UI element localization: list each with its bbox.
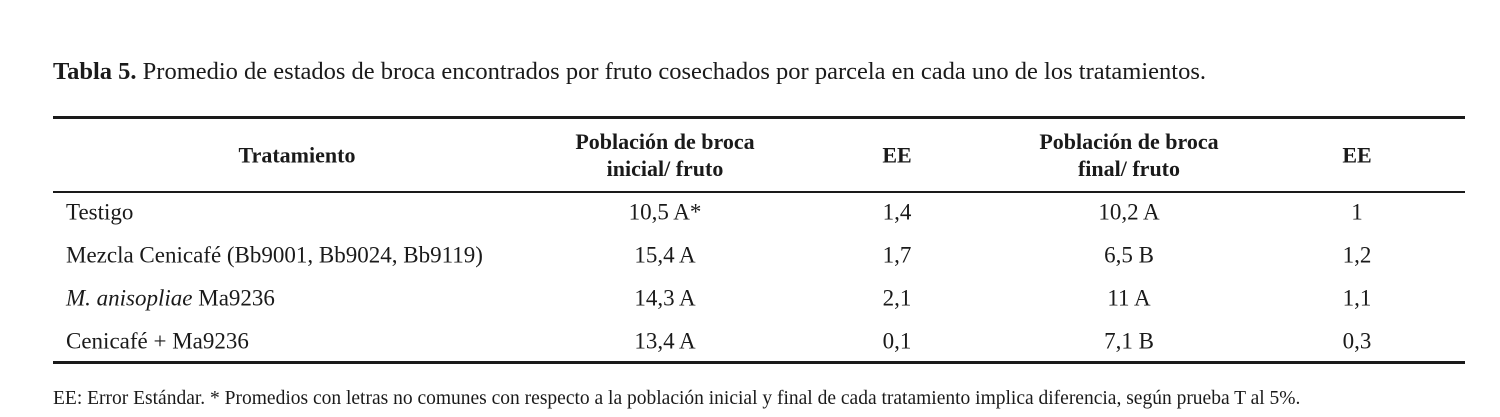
value-cell: 7,1 B xyxy=(1104,328,1154,354)
value-cell: 0,3 xyxy=(1342,328,1372,354)
value-cell: 10,2 A xyxy=(1098,199,1160,225)
caption-label: Tabla 5. xyxy=(53,58,137,85)
value-cell: 1,4 xyxy=(882,199,912,225)
header-cell: Población de broca inicial/ fruto xyxy=(575,128,754,182)
bottom-rule xyxy=(53,361,1465,364)
header-text: final/ fruto xyxy=(1077,156,1181,181)
treatment-cell: Mezcla Cenicafé (Bb9001, Bb9024, Bb9119) xyxy=(66,244,483,267)
treatment-cell: Testigo xyxy=(66,201,133,224)
top-rule xyxy=(53,116,1465,119)
treatment-cell: M. anisopliae Ma9236 xyxy=(66,287,275,310)
value-cell: 2,1 xyxy=(882,285,912,311)
text: Mezcla Cenicafé (Bb9001, Bb9024, Bb9119) xyxy=(66,242,483,268)
header-cell: EE xyxy=(1342,142,1371,169)
header-cell: Población de broca final/ fruto xyxy=(1039,128,1218,182)
value-cell: 0,1 xyxy=(882,328,912,354)
footnote: EE: Error Estándar. * Promedios con letr… xyxy=(53,388,1301,409)
treatment-cell: Cenicafé + Ma9236 xyxy=(66,330,249,353)
value-cell: 14,3 A xyxy=(634,285,696,311)
value-cell: 1,7 xyxy=(882,242,912,268)
value-cell: 13,4 A xyxy=(634,328,696,354)
header-text: EE xyxy=(1342,142,1372,168)
caption: Tabla 5. Promedio de estados de broca en… xyxy=(53,58,1206,86)
text: Testigo xyxy=(66,199,134,225)
caption-text: Promedio de estados de broca encontrados… xyxy=(142,58,1206,85)
header-text: Población de broca xyxy=(1039,129,1219,154)
value-cell: 10,5 A* xyxy=(628,199,702,225)
header-rule xyxy=(53,191,1465,193)
header-cell: EE xyxy=(882,142,911,169)
text: Ma9236 xyxy=(192,285,275,311)
header-cell: Tratamiento xyxy=(239,142,356,169)
text: Cenicafé + Ma9236 xyxy=(66,328,249,354)
value-cell: 1 xyxy=(1351,199,1363,225)
value-cell: 11 A xyxy=(1107,285,1151,311)
value-cell: 6,5 B xyxy=(1104,242,1154,268)
value-cell: 1,2 xyxy=(1342,242,1372,268)
value-cell: 1,1 xyxy=(1342,285,1372,311)
header-text: Tratamiento xyxy=(238,142,356,168)
header-text: Población de broca xyxy=(575,129,755,154)
header-text: EE xyxy=(882,142,912,168)
header-text: inicial/ fruto xyxy=(606,156,724,181)
italic-text: M. anisopliae xyxy=(66,285,193,311)
value-cell: 15,4 A xyxy=(634,242,696,268)
